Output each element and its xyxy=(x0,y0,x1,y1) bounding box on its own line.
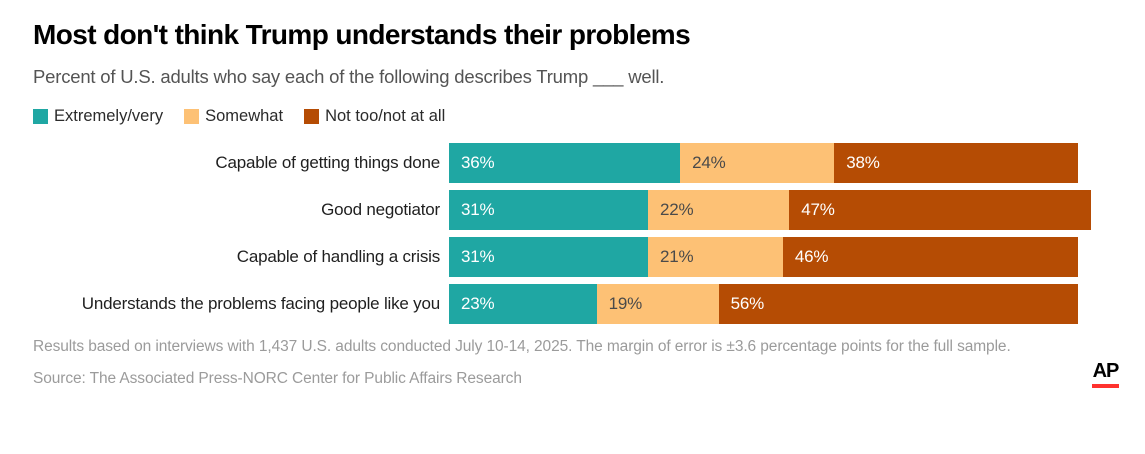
methodology-note: Results based on interviews with 1,437 U… xyxy=(33,338,1011,356)
chart-subtitle: Percent of U.S. adults who say each of t… xyxy=(33,66,665,88)
bar-track: 23% 19% 56% xyxy=(449,284,1091,325)
bar-segment: 56% xyxy=(718,284,1079,325)
bar-value-label: 38% xyxy=(846,153,880,173)
bar-segment: 47% xyxy=(789,190,1091,231)
category-label: Capable of handling a crisis xyxy=(236,247,440,267)
stacked-bar-chart: Capable of getting things done 36% 24% 38% G… xyxy=(33,143,1099,325)
bar-segment: 31% xyxy=(449,237,649,278)
bar-value-label: 21% xyxy=(660,247,694,267)
bar-value-label: 47% xyxy=(801,200,835,220)
legend-swatch xyxy=(304,109,320,125)
page-title: Most don't think Trump understands their… xyxy=(33,19,691,50)
legend-label: Extremely/very xyxy=(54,107,164,126)
bar-value-label: 22% xyxy=(660,200,694,220)
legend-label: Somewhat xyxy=(205,107,284,126)
legend-item: Somewhat xyxy=(184,107,283,126)
bar-value-label: 31% xyxy=(461,200,495,220)
bar-row: Understands the problems facing people l… xyxy=(33,284,1099,325)
bar-row: Good negotiator 31% 22% 47% xyxy=(33,190,1099,231)
bar-segment: 36% xyxy=(449,143,681,184)
bar-value-label: 19% xyxy=(608,294,643,314)
category-label: Capable of getting things done xyxy=(215,153,440,173)
legend: Extremely/very Somewhat Not too/not at all xyxy=(33,107,1099,126)
ap-logo: AP xyxy=(1092,360,1120,389)
bar-track: 31% 22% 47% xyxy=(449,190,1091,231)
bar-segment: 38% xyxy=(834,143,1079,184)
bar-value-label: 36% xyxy=(461,153,495,173)
legend-label: Not too/not at all xyxy=(325,107,446,126)
bar-segment: 23% xyxy=(449,284,597,325)
bar-segment: 21% xyxy=(648,237,783,278)
category-label: Good negotiator xyxy=(321,200,440,220)
ap-logo-underline xyxy=(1092,384,1119,389)
bar-track: 36% 24% 38% xyxy=(449,143,1091,184)
source-row: Source: The Associated Press-NORC Center… xyxy=(33,361,1119,389)
bar-row: Capable of getting things done 36% 24% 38% xyxy=(33,143,1099,184)
bar-segment: 31% xyxy=(449,190,649,231)
bar-value-label: 24% xyxy=(692,153,726,173)
bar-segment: 46% xyxy=(782,237,1079,278)
bar-value-label: 56% xyxy=(730,294,765,314)
ap-logo-text: AP xyxy=(1092,360,1120,383)
source-line: Source: The Associated Press-NORC Center… xyxy=(33,370,522,388)
bar-value-label: 46% xyxy=(794,247,829,267)
legend-item: Not too/not at all xyxy=(304,107,445,126)
category-label: Understands the problems facing people l… xyxy=(81,294,440,314)
legend-item: Extremely/very xyxy=(33,107,163,126)
legend-swatch xyxy=(184,109,200,125)
bar-value-label: 23% xyxy=(461,294,495,314)
bar-value-label: 31% xyxy=(461,247,495,267)
bar-segment: 22% xyxy=(648,190,790,231)
bar-segment: 19% xyxy=(596,284,719,325)
bar-track: 31% 21% 46% xyxy=(449,237,1091,278)
bar-segment: 24% xyxy=(680,143,835,184)
bar-row: Capable of handling a crisis 31% 21% 46% xyxy=(33,237,1099,278)
legend-swatch xyxy=(33,109,48,125)
